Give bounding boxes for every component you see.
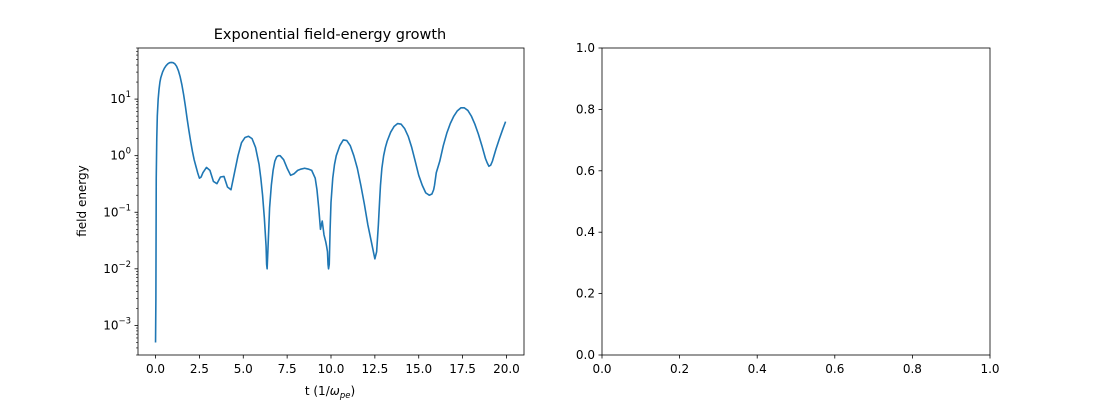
y-tick-label: 10−3 xyxy=(103,316,131,332)
y-tick-label: 100 xyxy=(110,147,131,163)
y-tick-label: 0.0 xyxy=(576,348,595,362)
x-tick-label: 0.6 xyxy=(825,362,844,376)
x-axis-label: t (1/ωpe) xyxy=(305,384,355,400)
x-tick-label: 0.0 xyxy=(146,362,165,376)
y-tick-label: 10−2 xyxy=(103,260,131,276)
left-tick-group: 0.0 2.5 5.0 7.5 10.0 12.5 15.0 17.5 20.0 10−3 10−2… xyxy=(103,47,520,376)
x-tick-label: 1.0 xyxy=(980,362,999,376)
energy-plot-axes: Exponential field-energy growth 0.0 2.5 5.… xyxy=(75,27,525,400)
y-tick-label: 0.6 xyxy=(576,164,595,178)
left-series-group xyxy=(154,61,507,343)
x-axis-label-main: t (1/ xyxy=(305,384,331,398)
y-tick-label: 0.2 xyxy=(576,287,595,301)
x-tick-label: 15.0 xyxy=(405,362,432,376)
y-tick-label: 0.8 xyxy=(576,102,595,116)
x-tick-label: 2.5 xyxy=(190,362,209,376)
x-tick-label: 0.8 xyxy=(903,362,922,376)
y-tick-label: 1.0 xyxy=(576,41,595,55)
x-axis-label-close: ) xyxy=(350,384,355,398)
x-axis-label-omega: ω xyxy=(330,384,340,398)
left-axes-frame xyxy=(137,47,525,356)
x-tick-label: 7.5 xyxy=(278,362,297,376)
y-tick-label: 101 xyxy=(110,90,131,106)
x-tick-label: 0.4 xyxy=(748,362,767,376)
right-axes-frame xyxy=(601,47,991,356)
x-tick-label: 5.0 xyxy=(234,362,253,376)
x-tick-label: 20.0 xyxy=(493,362,520,376)
x-tick-label: 0.0 xyxy=(592,362,611,376)
y-tick-label: 0.4 xyxy=(576,225,595,239)
right-tick-group: 0.0 0.2 0.4 0.6 0.8 1.0 0.0 0.2 0.4 0.6 0.8 1.0 xyxy=(576,41,1000,376)
series-line-0 xyxy=(154,61,507,343)
empty-plot-axes: 0.0 0.2 0.4 0.6 0.8 1.0 0.0 0.2 0.4 0.6 0.8 1.0 xyxy=(576,41,1000,376)
y-axis-label: field energy xyxy=(75,165,89,237)
plot-title: Exponential field-energy growth xyxy=(214,27,446,43)
y-tick-label: 10−1 xyxy=(103,203,131,219)
x-tick-label: 17.5 xyxy=(449,362,476,376)
x-tick-label: 10.0 xyxy=(318,362,345,376)
x-tick-label: 0.2 xyxy=(670,362,689,376)
x-axis-label-subscript: pe xyxy=(339,391,351,400)
x-tick-label: 12.5 xyxy=(362,362,389,376)
